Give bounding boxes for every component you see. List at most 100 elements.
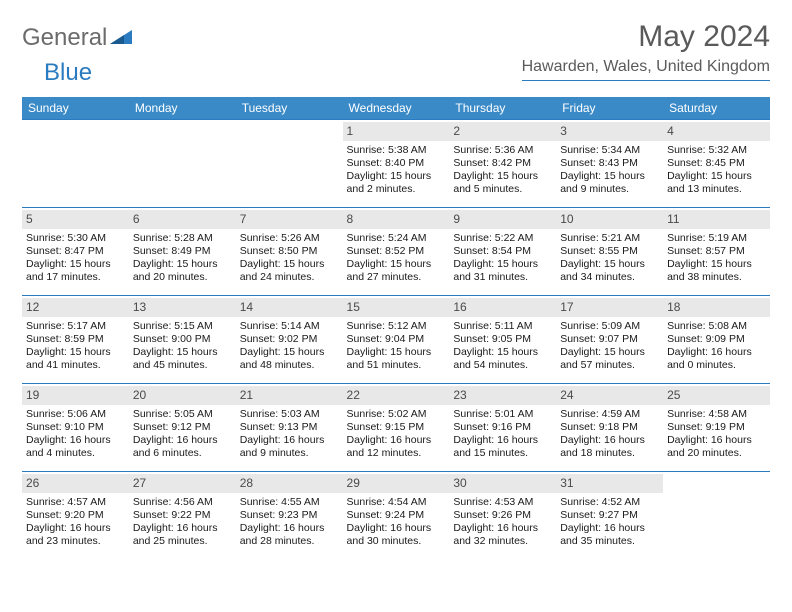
sunset-text: Sunset: 9:12 PM — [133, 421, 232, 434]
logo-triangle-icon — [110, 27, 132, 50]
day-number: 9 — [449, 210, 556, 229]
dayhead-fri: Friday — [556, 97, 663, 120]
day-cell: 20Sunrise: 5:05 AMSunset: 9:12 PMDayligh… — [129, 384, 236, 472]
day-number: 20 — [129, 386, 236, 405]
month-title: May 2024 — [522, 20, 770, 54]
daylight-text: Daylight: 16 hours and 6 minutes. — [133, 434, 232, 460]
daylight-text: Daylight: 15 hours and 5 minutes. — [453, 170, 552, 196]
daylight-text: Daylight: 16 hours and 25 minutes. — [133, 522, 232, 548]
week-row: 1Sunrise: 5:38 AMSunset: 8:40 PMDaylight… — [22, 120, 770, 208]
calendar-table: Sunday Monday Tuesday Wednesday Thursday… — [22, 97, 770, 560]
logo-general: General — [22, 24, 107, 52]
sunrise-text: Sunrise: 5:11 AM — [453, 320, 552, 333]
day-cell: 29Sunrise: 4:54 AMSunset: 9:24 PMDayligh… — [343, 472, 450, 560]
dayhead-wed: Wednesday — [343, 97, 450, 120]
daylight-text: Daylight: 16 hours and 35 minutes. — [560, 522, 659, 548]
sunset-text: Sunset: 8:55 PM — [560, 245, 659, 258]
daylight-text: Daylight: 15 hours and 9 minutes. — [560, 170, 659, 196]
sunrise-text: Sunrise: 5:36 AM — [453, 144, 552, 157]
day-number: 6 — [129, 210, 236, 229]
day-cell — [663, 472, 770, 560]
day-cell: 24Sunrise: 4:59 AMSunset: 9:18 PMDayligh… — [556, 384, 663, 472]
daylight-text: Daylight: 16 hours and 28 minutes. — [240, 522, 339, 548]
day-number: 15 — [343, 298, 450, 317]
title-block: May 2024 Hawarden, Wales, United Kingdom — [522, 20, 770, 81]
daylight-text: Daylight: 15 hours and 20 minutes. — [133, 258, 232, 284]
location: Hawarden, Wales, United Kingdom — [522, 58, 770, 81]
sunrise-text: Sunrise: 4:56 AM — [133, 496, 232, 509]
day-cell: 6Sunrise: 5:28 AMSunset: 8:49 PMDaylight… — [129, 208, 236, 296]
day-cell: 28Sunrise: 4:55 AMSunset: 9:23 PMDayligh… — [236, 472, 343, 560]
day-number: 11 — [663, 210, 770, 229]
daylight-text: Daylight: 15 hours and 27 minutes. — [347, 258, 446, 284]
daylight-text: Daylight: 16 hours and 15 minutes. — [453, 434, 552, 460]
sunrise-text: Sunrise: 5:30 AM — [26, 232, 125, 245]
sunrise-text: Sunrise: 5:09 AM — [560, 320, 659, 333]
sunrise-text: Sunrise: 4:59 AM — [560, 408, 659, 421]
daylight-text: Daylight: 15 hours and 17 minutes. — [26, 258, 125, 284]
daylight-text: Daylight: 16 hours and 23 minutes. — [26, 522, 125, 548]
sunrise-text: Sunrise: 4:57 AM — [26, 496, 125, 509]
day-cell: 14Sunrise: 5:14 AMSunset: 9:02 PMDayligh… — [236, 296, 343, 384]
sunset-text: Sunset: 8:47 PM — [26, 245, 125, 258]
day-cell — [236, 120, 343, 208]
daylight-text: Daylight: 16 hours and 12 minutes. — [347, 434, 446, 460]
day-number: 7 — [236, 210, 343, 229]
day-cell: 17Sunrise: 5:09 AMSunset: 9:07 PMDayligh… — [556, 296, 663, 384]
sunset-text: Sunset: 9:20 PM — [26, 509, 125, 522]
sunrise-text: Sunrise: 5:12 AM — [347, 320, 446, 333]
sunset-text: Sunset: 8:59 PM — [26, 333, 125, 346]
day-cell: 9Sunrise: 5:22 AMSunset: 8:54 PMDaylight… — [449, 208, 556, 296]
day-cell: 18Sunrise: 5:08 AMSunset: 9:09 PMDayligh… — [663, 296, 770, 384]
dayhead-sun: Sunday — [22, 97, 129, 120]
sunrise-text: Sunrise: 5:38 AM — [347, 144, 446, 157]
day-number: 16 — [449, 298, 556, 317]
sunrise-text: Sunrise: 5:14 AM — [240, 320, 339, 333]
day-cell: 7Sunrise: 5:26 AMSunset: 8:50 PMDaylight… — [236, 208, 343, 296]
sunset-text: Sunset: 9:23 PM — [240, 509, 339, 522]
sunset-text: Sunset: 9:27 PM — [560, 509, 659, 522]
daylight-text: Daylight: 15 hours and 41 minutes. — [26, 346, 125, 372]
day-number: 31 — [556, 474, 663, 493]
sunrise-text: Sunrise: 5:15 AM — [133, 320, 232, 333]
day-cell: 3Sunrise: 5:34 AMSunset: 8:43 PMDaylight… — [556, 120, 663, 208]
day-number: 5 — [22, 210, 129, 229]
dayhead-sat: Saturday — [663, 97, 770, 120]
day-cell — [22, 120, 129, 208]
day-cell: 19Sunrise: 5:06 AMSunset: 9:10 PMDayligh… — [22, 384, 129, 472]
day-number: 22 — [343, 386, 450, 405]
sunset-text: Sunset: 9:04 PM — [347, 333, 446, 346]
day-number: 12 — [22, 298, 129, 317]
day-cell: 26Sunrise: 4:57 AMSunset: 9:20 PMDayligh… — [22, 472, 129, 560]
sunrise-text: Sunrise: 5:01 AM — [453, 408, 552, 421]
sunset-text: Sunset: 8:42 PM — [453, 157, 552, 170]
week-row: 5Sunrise: 5:30 AMSunset: 8:47 PMDaylight… — [22, 208, 770, 296]
daylight-text: Daylight: 16 hours and 32 minutes. — [453, 522, 552, 548]
sunrise-text: Sunrise: 4:54 AM — [347, 496, 446, 509]
sunrise-text: Sunrise: 5:06 AM — [26, 408, 125, 421]
sunset-text: Sunset: 9:22 PM — [133, 509, 232, 522]
day-cell: 4Sunrise: 5:32 AMSunset: 8:45 PMDaylight… — [663, 120, 770, 208]
day-number: 13 — [129, 298, 236, 317]
sunset-text: Sunset: 8:40 PM — [347, 157, 446, 170]
day-number: 21 — [236, 386, 343, 405]
day-cell: 10Sunrise: 5:21 AMSunset: 8:55 PMDayligh… — [556, 208, 663, 296]
daylight-text: Daylight: 15 hours and 34 minutes. — [560, 258, 659, 284]
sunset-text: Sunset: 9:00 PM — [133, 333, 232, 346]
daylight-text: Daylight: 15 hours and 51 minutes. — [347, 346, 446, 372]
day-number: 23 — [449, 386, 556, 405]
day-cell: 15 Sunrise: 5:12 AMSunset: 9:04 PMDayligh… — [343, 296, 450, 384]
daylight-text: Daylight: 16 hours and 20 minutes. — [667, 434, 766, 460]
daylight-text: Daylight: 16 hours and 18 minutes. — [560, 434, 659, 460]
day-cell: 8Sunrise: 5:24 AMSunset: 8:52 PMDaylight… — [343, 208, 450, 296]
sunset-text: Sunset: 8:57 PM — [667, 245, 766, 258]
dayhead-tue: Tuesday — [236, 97, 343, 120]
day-number: 8 — [343, 210, 450, 229]
day-cell: 2Sunrise: 5:36 AMSunset: 8:42 PMDaylight… — [449, 120, 556, 208]
day-number: 25 — [663, 386, 770, 405]
day-cell: 25Sunrise: 4:58 AMSunset: 9:19 PMDayligh… — [663, 384, 770, 472]
sunrise-text: Sunrise: 5:02 AM — [347, 408, 446, 421]
sunset-text: Sunset: 9:16 PM — [453, 421, 552, 434]
day-cell: 12Sunrise: 5:17 AMSunset: 8:59 PMDayligh… — [22, 296, 129, 384]
daylight-text: Daylight: 15 hours and 57 minutes. — [560, 346, 659, 372]
